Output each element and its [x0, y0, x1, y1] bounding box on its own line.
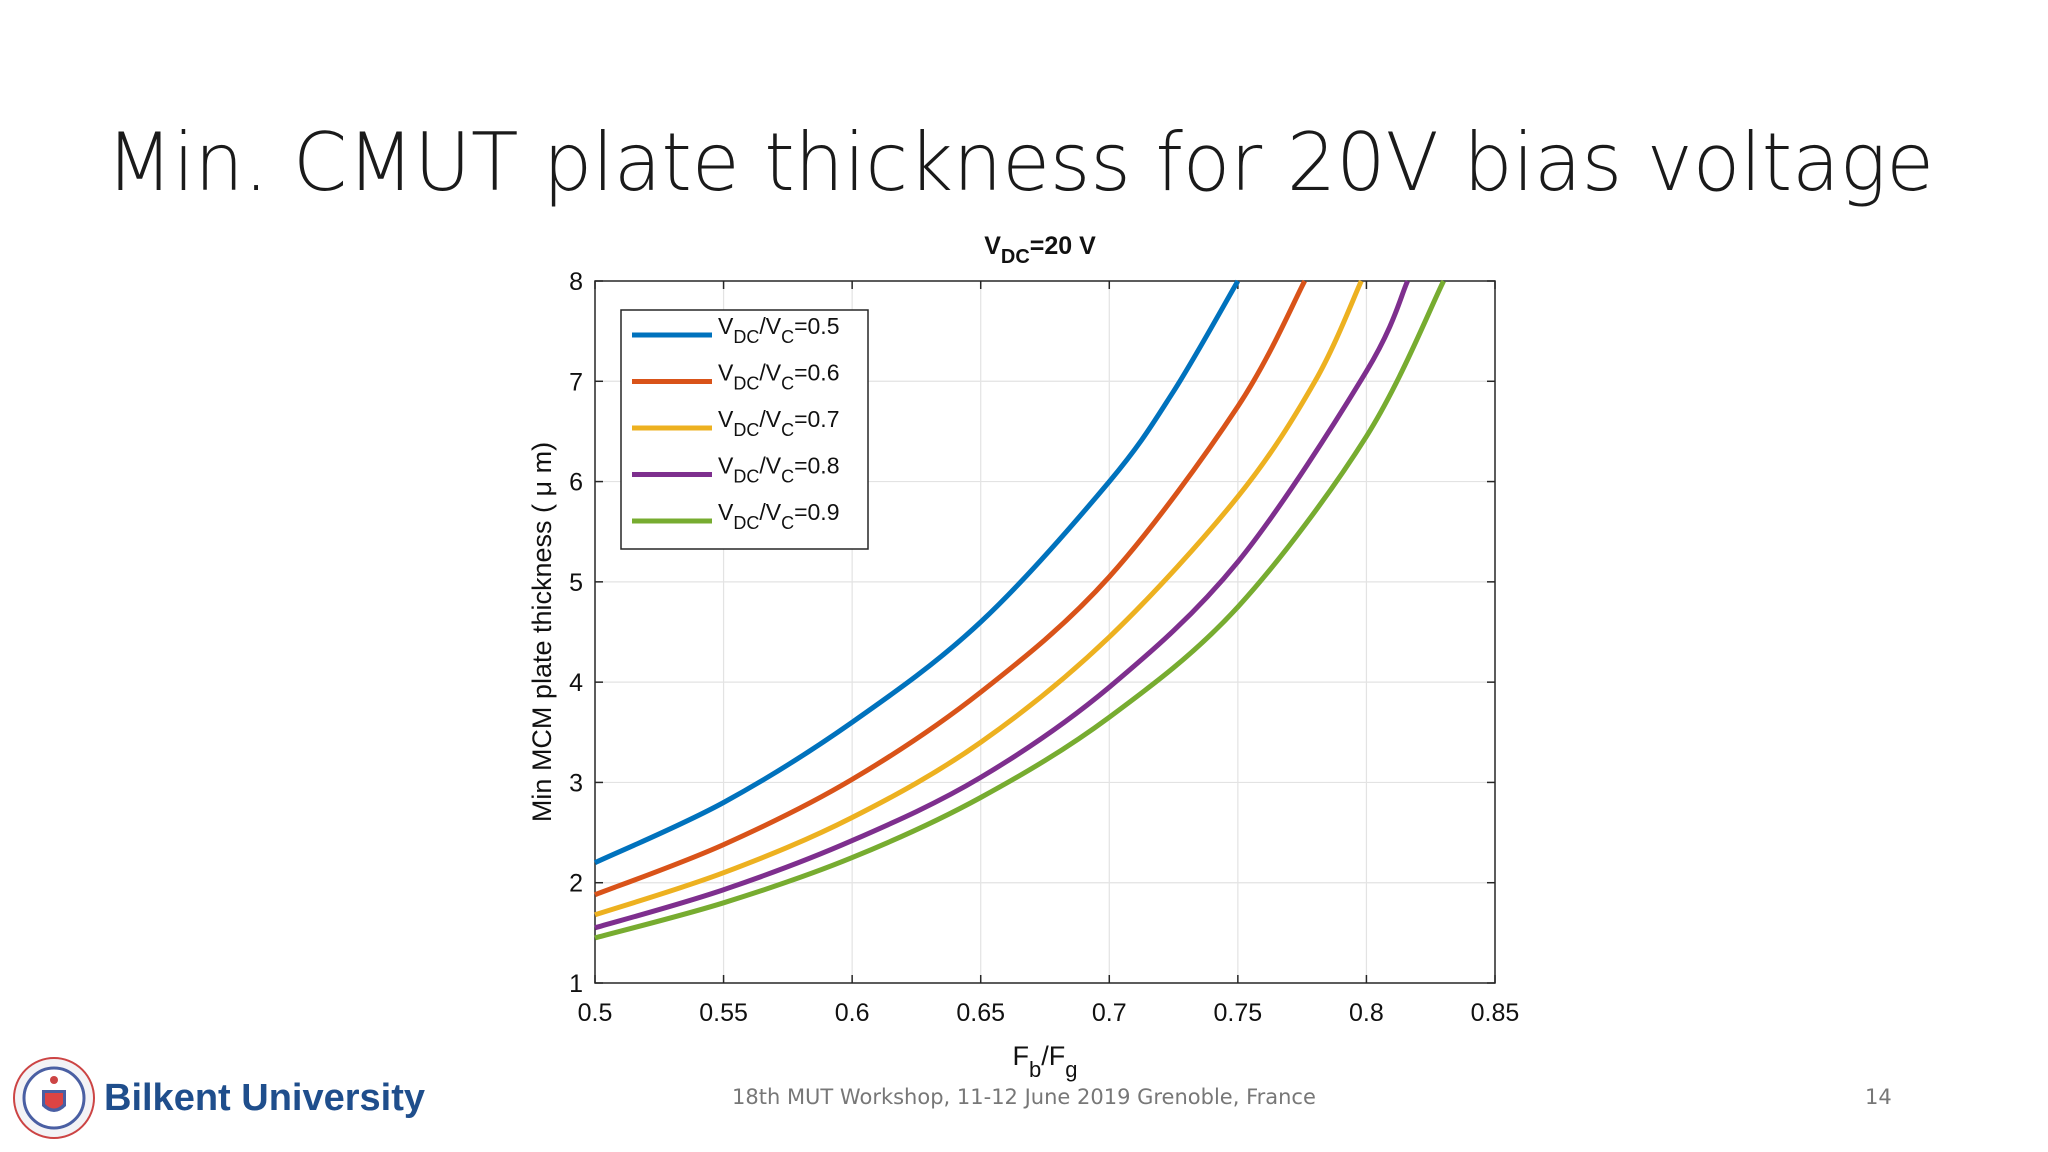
- y-tick-label: 5: [569, 569, 583, 597]
- page-number: 14: [1865, 1085, 1892, 1109]
- plot-area-border: [594, 280, 1496, 984]
- x-tick-label: 0.75: [1214, 999, 1263, 1027]
- x-tick-label: 0.65: [956, 999, 1005, 1027]
- chart-title: VDC=20 V: [984, 232, 1096, 268]
- y-tick-label: 2: [569, 870, 583, 898]
- slide-title: Min. CMUT plate thickness for 20V bias v…: [106, 116, 1935, 209]
- y-tick-label: 3: [569, 769, 583, 797]
- x-tick-label: 0.5: [578, 999, 613, 1027]
- series-line: [594, 279, 1410, 931]
- y-tick-label: 8: [569, 268, 583, 296]
- y-axis-label: Min MCM plate thickness ( μ m): [527, 442, 557, 822]
- legend-label: VDC/VC=0.5: [718, 313, 839, 347]
- legend-label: VDC/VC=0.6: [718, 360, 839, 394]
- series-line: [594, 279, 1364, 918]
- series-line: [593, 279, 1241, 865]
- legend-label: VDC/VC=0.7: [718, 406, 839, 440]
- series-line: [594, 279, 1307, 898]
- legend-label: VDC/VC=0.8: [718, 453, 839, 487]
- y-tick-label: 7: [569, 368, 583, 396]
- series-lines: [593, 279, 1446, 941]
- x-axis-label: Fb/Fg: [1013, 1041, 1078, 1082]
- x-tick-label: 0.85: [1471, 999, 1520, 1027]
- axis-ticks: 0.5 0.55 0.6 0.65 0.7 0.75 0.8 0.85 1 2 3 4 5 6 7 8: [569, 268, 1519, 1027]
- university-seal-icon: [13, 1057, 95, 1139]
- x-tick-label: 0.55: [699, 999, 748, 1027]
- grid-lines: [595, 281, 1495, 983]
- university-logo: Bilkent University: [12, 1056, 425, 1140]
- x-tick-label: 0.7: [1092, 999, 1127, 1027]
- footer-text: 18th MUT Workshop, 11-12 June 2019 Greno…: [732, 1085, 1316, 1109]
- legend-label: VDC/VC=0.9: [718, 499, 839, 533]
- y-tick-label: 1: [569, 970, 583, 998]
- y-tick-label: 4: [569, 669, 583, 697]
- x-tick-label: 0.8: [1349, 999, 1384, 1027]
- university-name: Bilkent University: [104, 1076, 425, 1119]
- x-tick-label: 0.6: [835, 999, 870, 1027]
- y-tick-label: 6: [569, 469, 583, 497]
- series-line: [594, 279, 1446, 941]
- legend: VDC/VC=0.5 VDC/VC=0.6 VDC/VC=0.7 VDC/VC=0.8…: [620, 309, 869, 550]
